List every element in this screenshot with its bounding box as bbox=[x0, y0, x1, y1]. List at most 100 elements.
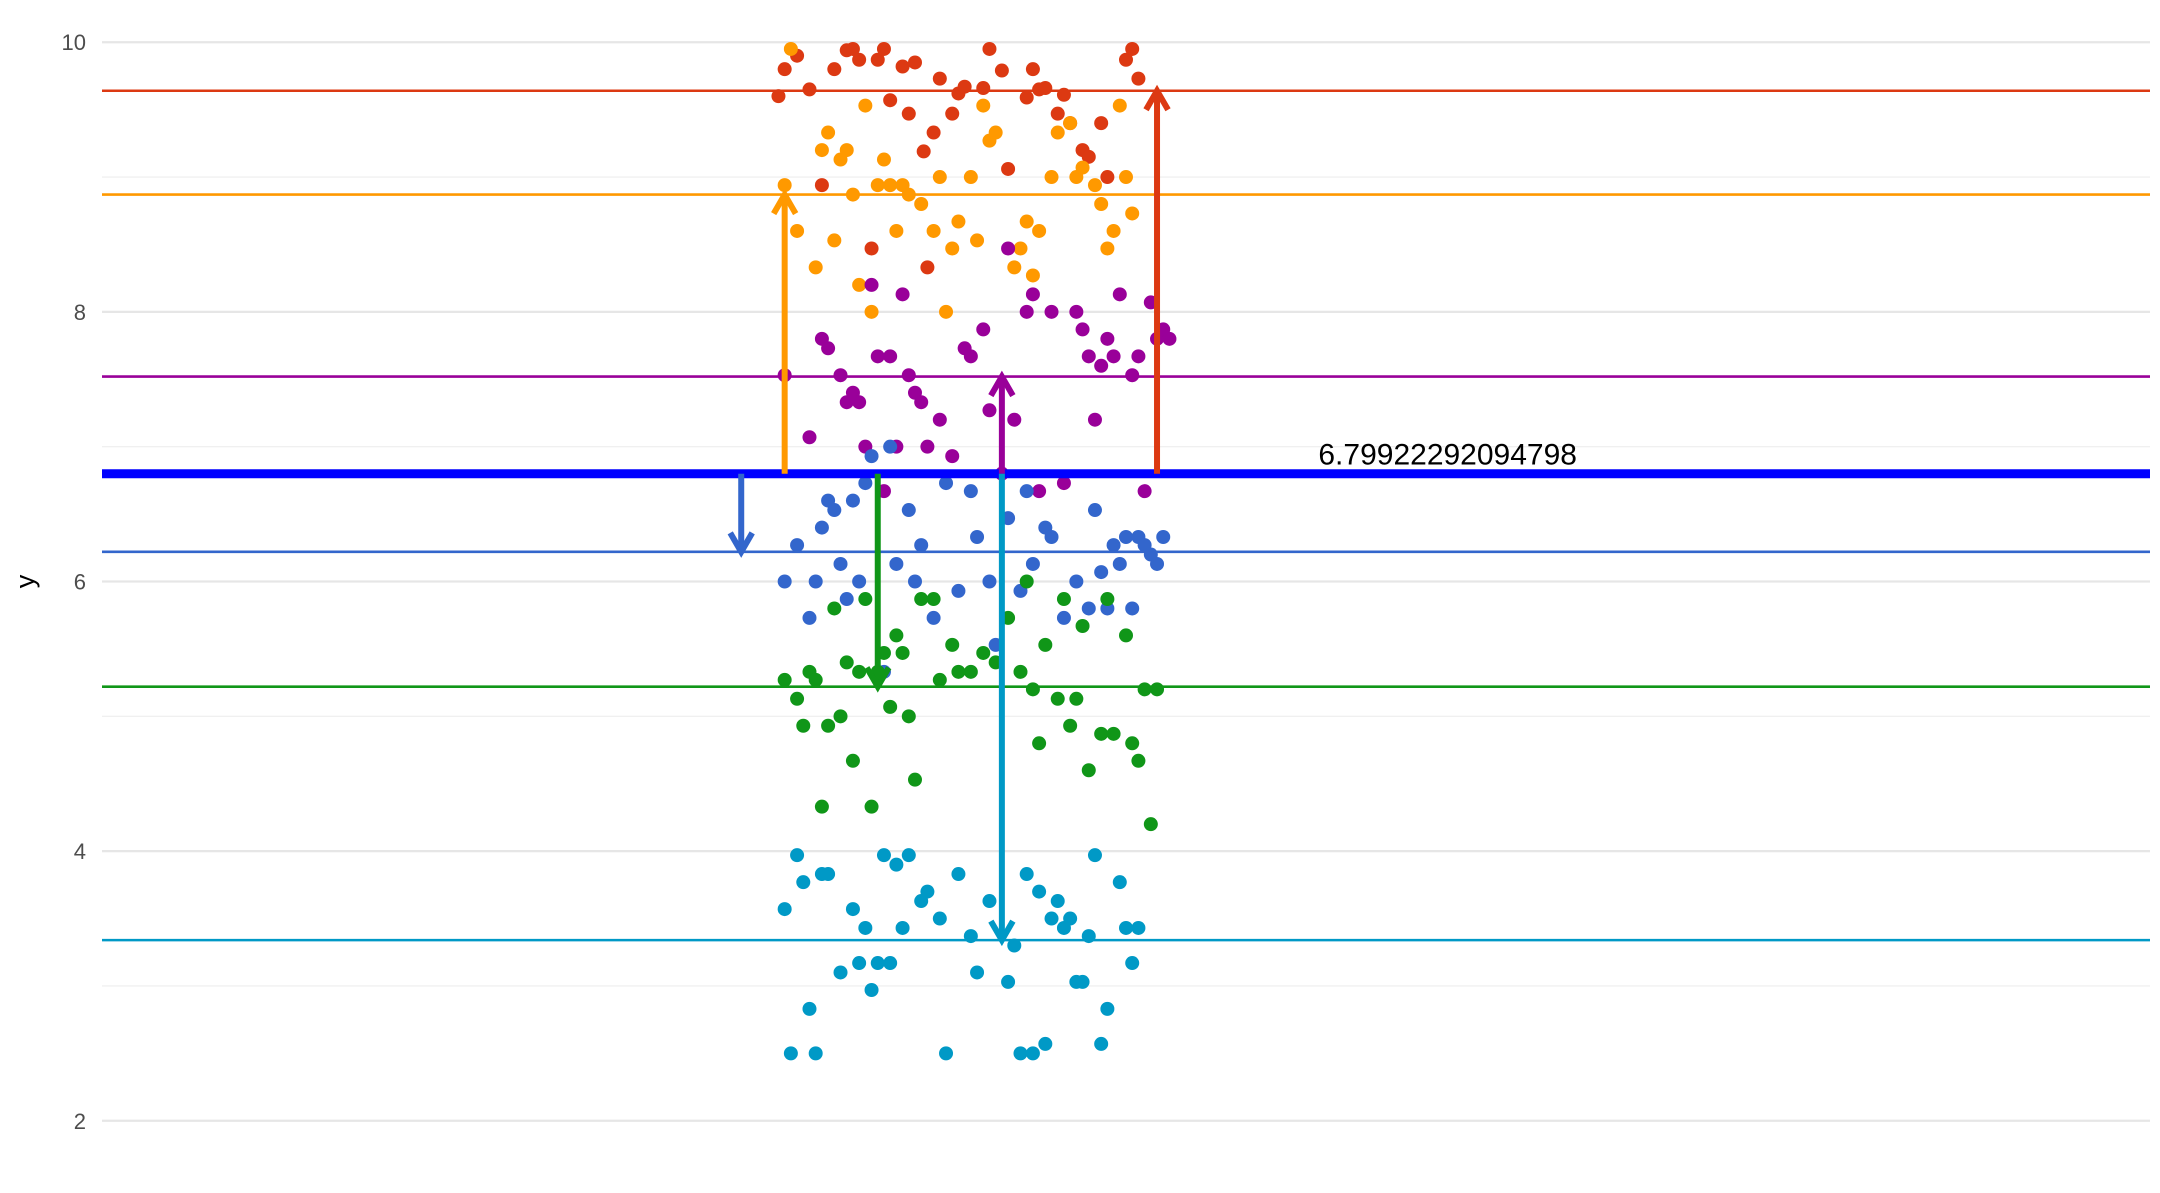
data-point bbox=[926, 610, 941, 625]
data-point bbox=[864, 449, 879, 464]
data-point bbox=[827, 601, 842, 616]
data-point bbox=[895, 645, 910, 660]
data-point bbox=[827, 233, 842, 248]
data-point bbox=[845, 41, 860, 56]
data-point bbox=[821, 341, 836, 356]
data-point bbox=[945, 637, 960, 652]
data-point bbox=[895, 920, 910, 935]
data-point bbox=[932, 412, 947, 427]
data-point bbox=[1007, 260, 1022, 275]
data-point bbox=[1038, 637, 1053, 652]
deviation-arrow bbox=[988, 370, 1016, 474]
data-point bbox=[982, 403, 997, 418]
data-point bbox=[926, 223, 941, 238]
data-point bbox=[864, 983, 879, 998]
data-point bbox=[808, 672, 823, 687]
data-point bbox=[1119, 170, 1133, 185]
data-point bbox=[1112, 98, 1127, 113]
data-point bbox=[883, 178, 898, 193]
data-point bbox=[1137, 484, 1152, 499]
y-axis-title: y bbox=[10, 574, 40, 588]
data-point bbox=[858, 476, 873, 491]
data-point bbox=[1013, 1046, 1028, 1061]
data-point bbox=[808, 1046, 823, 1061]
data-point bbox=[845, 902, 860, 917]
data-point bbox=[1001, 241, 1016, 256]
data-point bbox=[914, 395, 929, 410]
data-point bbox=[1056, 592, 1071, 607]
data-point bbox=[963, 349, 978, 364]
data-point bbox=[901, 848, 916, 863]
data-point bbox=[945, 106, 960, 121]
data-point bbox=[876, 152, 891, 167]
data-point bbox=[845, 187, 860, 202]
data-point bbox=[833, 709, 848, 724]
data-point bbox=[907, 55, 922, 70]
data-point bbox=[1081, 763, 1096, 778]
data-point bbox=[852, 395, 867, 410]
data-point bbox=[1044, 911, 1059, 926]
data-point bbox=[957, 79, 972, 94]
data-point bbox=[1094, 197, 1109, 212]
data-point bbox=[895, 287, 910, 302]
data-point bbox=[914, 197, 929, 212]
data-point bbox=[796, 718, 811, 733]
data-point bbox=[901, 503, 916, 518]
data-point bbox=[771, 89, 786, 104]
data-point bbox=[833, 965, 848, 980]
data-point bbox=[1019, 214, 1034, 229]
data-point bbox=[1069, 574, 1084, 589]
data-point bbox=[852, 277, 867, 292]
data-point bbox=[1100, 170, 1115, 185]
data-point bbox=[1063, 116, 1078, 131]
data-point bbox=[939, 476, 954, 491]
data-point bbox=[1056, 476, 1071, 491]
data-point bbox=[1050, 691, 1065, 706]
data-point bbox=[926, 592, 941, 607]
data-point bbox=[1075, 618, 1090, 633]
data-point bbox=[963, 170, 978, 185]
data-point bbox=[976, 322, 991, 337]
data-point bbox=[1069, 304, 1084, 319]
data-point bbox=[821, 867, 836, 882]
deviation-arrow bbox=[1143, 84, 1171, 474]
data-point bbox=[833, 556, 848, 571]
data-point bbox=[932, 170, 947, 185]
data-point bbox=[1081, 929, 1096, 944]
data-point bbox=[1019, 484, 1034, 499]
data-point bbox=[790, 538, 805, 553]
data-point bbox=[790, 223, 805, 238]
data-point bbox=[920, 439, 935, 454]
deviation-arrow bbox=[727, 473, 755, 558]
data-point bbox=[883, 439, 898, 454]
y-tick-label: 8 bbox=[74, 300, 86, 325]
deviation-arrow bbox=[771, 188, 799, 474]
data-point bbox=[1125, 368, 1140, 383]
data-point bbox=[783, 41, 798, 56]
data-point bbox=[1007, 938, 1022, 953]
data-point bbox=[783, 1046, 798, 1061]
data-point bbox=[808, 260, 823, 275]
data-point bbox=[1131, 71, 1146, 86]
data-point bbox=[802, 430, 817, 445]
data-point bbox=[777, 178, 792, 193]
data-point bbox=[1087, 848, 1102, 863]
data-point bbox=[827, 503, 842, 518]
data-point bbox=[1050, 125, 1065, 140]
data-point bbox=[883, 349, 898, 364]
data-point bbox=[889, 556, 904, 571]
data-point bbox=[1156, 530, 1171, 545]
data-point bbox=[796, 875, 811, 890]
data-point bbox=[802, 82, 817, 97]
data-point bbox=[1050, 894, 1065, 909]
data-point bbox=[1100, 241, 1115, 256]
data-point bbox=[1125, 41, 1140, 56]
data-point bbox=[839, 655, 854, 670]
data-point bbox=[982, 41, 997, 56]
data-points bbox=[771, 41, 1177, 1061]
data-point bbox=[821, 718, 836, 733]
data-point bbox=[970, 530, 985, 545]
data-point bbox=[1112, 287, 1127, 302]
